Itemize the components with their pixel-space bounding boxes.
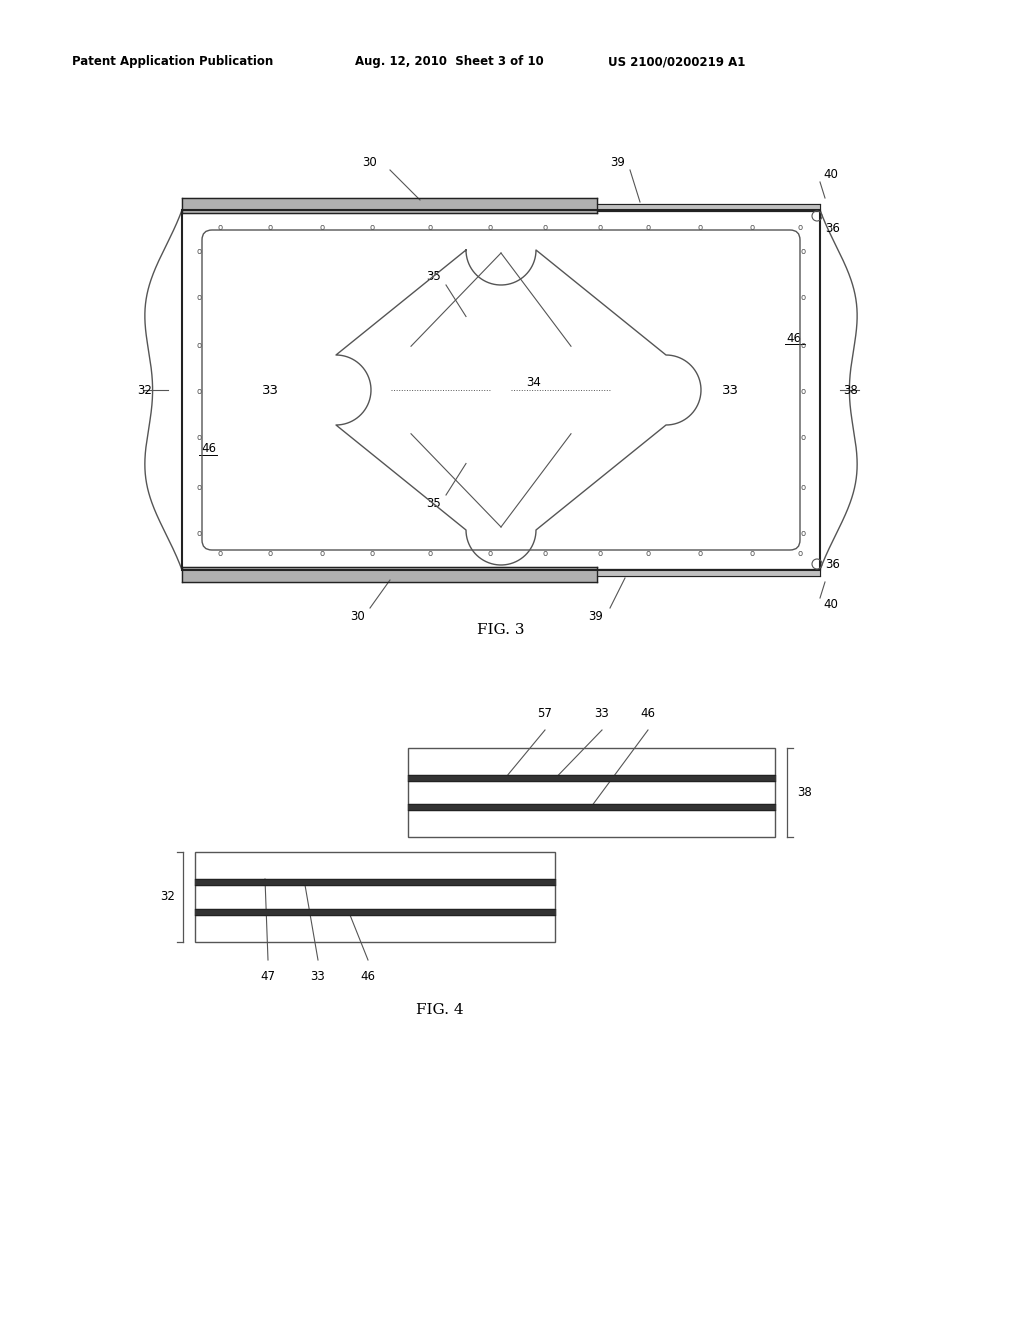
Text: o: o bbox=[801, 529, 806, 539]
Text: o: o bbox=[801, 341, 806, 350]
Text: o: o bbox=[801, 433, 806, 442]
Text: 39: 39 bbox=[589, 610, 603, 623]
Text: 46: 46 bbox=[786, 333, 801, 345]
Text: 35: 35 bbox=[426, 498, 441, 511]
Text: o: o bbox=[801, 293, 806, 302]
Text: o: o bbox=[801, 483, 806, 491]
Text: Aug. 12, 2010  Sheet 3 of 10: Aug. 12, 2010 Sheet 3 of 10 bbox=[355, 55, 544, 69]
Text: o: o bbox=[267, 223, 272, 231]
Text: 46: 46 bbox=[201, 442, 216, 455]
Text: 34: 34 bbox=[526, 375, 541, 388]
Text: o: o bbox=[197, 293, 202, 302]
Text: Patent Application Publication: Patent Application Publication bbox=[72, 55, 273, 69]
Text: 32: 32 bbox=[160, 891, 175, 903]
Text: 39: 39 bbox=[610, 157, 626, 169]
Text: 57: 57 bbox=[538, 708, 552, 719]
Text: o: o bbox=[798, 223, 803, 231]
Text: o: o bbox=[197, 529, 202, 539]
Text: 38: 38 bbox=[797, 785, 812, 799]
Text: 47: 47 bbox=[260, 970, 275, 983]
Text: o: o bbox=[267, 549, 272, 557]
Text: 30: 30 bbox=[362, 157, 378, 169]
Text: o: o bbox=[798, 549, 803, 557]
Text: o: o bbox=[645, 549, 650, 557]
Text: 32: 32 bbox=[137, 384, 152, 396]
Text: o: o bbox=[319, 223, 325, 231]
Text: o: o bbox=[427, 223, 432, 231]
Text: 33: 33 bbox=[261, 384, 279, 396]
Text: o: o bbox=[197, 483, 202, 491]
Text: o: o bbox=[801, 248, 806, 256]
Text: o: o bbox=[801, 388, 806, 396]
Text: o: o bbox=[217, 223, 222, 231]
Text: o: o bbox=[197, 433, 202, 442]
Text: o: o bbox=[487, 549, 493, 557]
Text: 46: 46 bbox=[360, 970, 376, 983]
Text: 46: 46 bbox=[640, 708, 655, 719]
Text: o: o bbox=[370, 223, 375, 231]
Text: o: o bbox=[543, 223, 548, 231]
Text: o: o bbox=[487, 223, 493, 231]
Text: o: o bbox=[750, 223, 755, 231]
Text: o: o bbox=[697, 549, 702, 557]
Text: o: o bbox=[319, 549, 325, 557]
Text: o: o bbox=[750, 549, 755, 557]
Text: o: o bbox=[543, 549, 548, 557]
Text: 35: 35 bbox=[426, 269, 441, 282]
Text: US 2100/0200219 A1: US 2100/0200219 A1 bbox=[608, 55, 745, 69]
Text: o: o bbox=[197, 248, 202, 256]
Text: o: o bbox=[697, 223, 702, 231]
Text: o: o bbox=[197, 341, 202, 350]
Text: 33: 33 bbox=[310, 970, 326, 983]
Text: o: o bbox=[645, 223, 650, 231]
Text: 40: 40 bbox=[823, 169, 838, 181]
Text: 36: 36 bbox=[825, 222, 840, 235]
Text: 36: 36 bbox=[825, 558, 840, 572]
Text: FIG. 4: FIG. 4 bbox=[416, 1003, 464, 1016]
Text: FIG. 3: FIG. 3 bbox=[477, 623, 524, 638]
Text: o: o bbox=[217, 549, 222, 557]
Text: o: o bbox=[370, 549, 375, 557]
Text: 38: 38 bbox=[843, 384, 858, 396]
Text: o: o bbox=[427, 549, 432, 557]
Text: 33: 33 bbox=[595, 708, 609, 719]
Text: 30: 30 bbox=[350, 610, 366, 623]
Text: o: o bbox=[197, 388, 202, 396]
Text: 40: 40 bbox=[823, 598, 838, 611]
Text: o: o bbox=[597, 549, 602, 557]
Text: o: o bbox=[597, 223, 602, 231]
Text: 33: 33 bbox=[722, 384, 738, 396]
